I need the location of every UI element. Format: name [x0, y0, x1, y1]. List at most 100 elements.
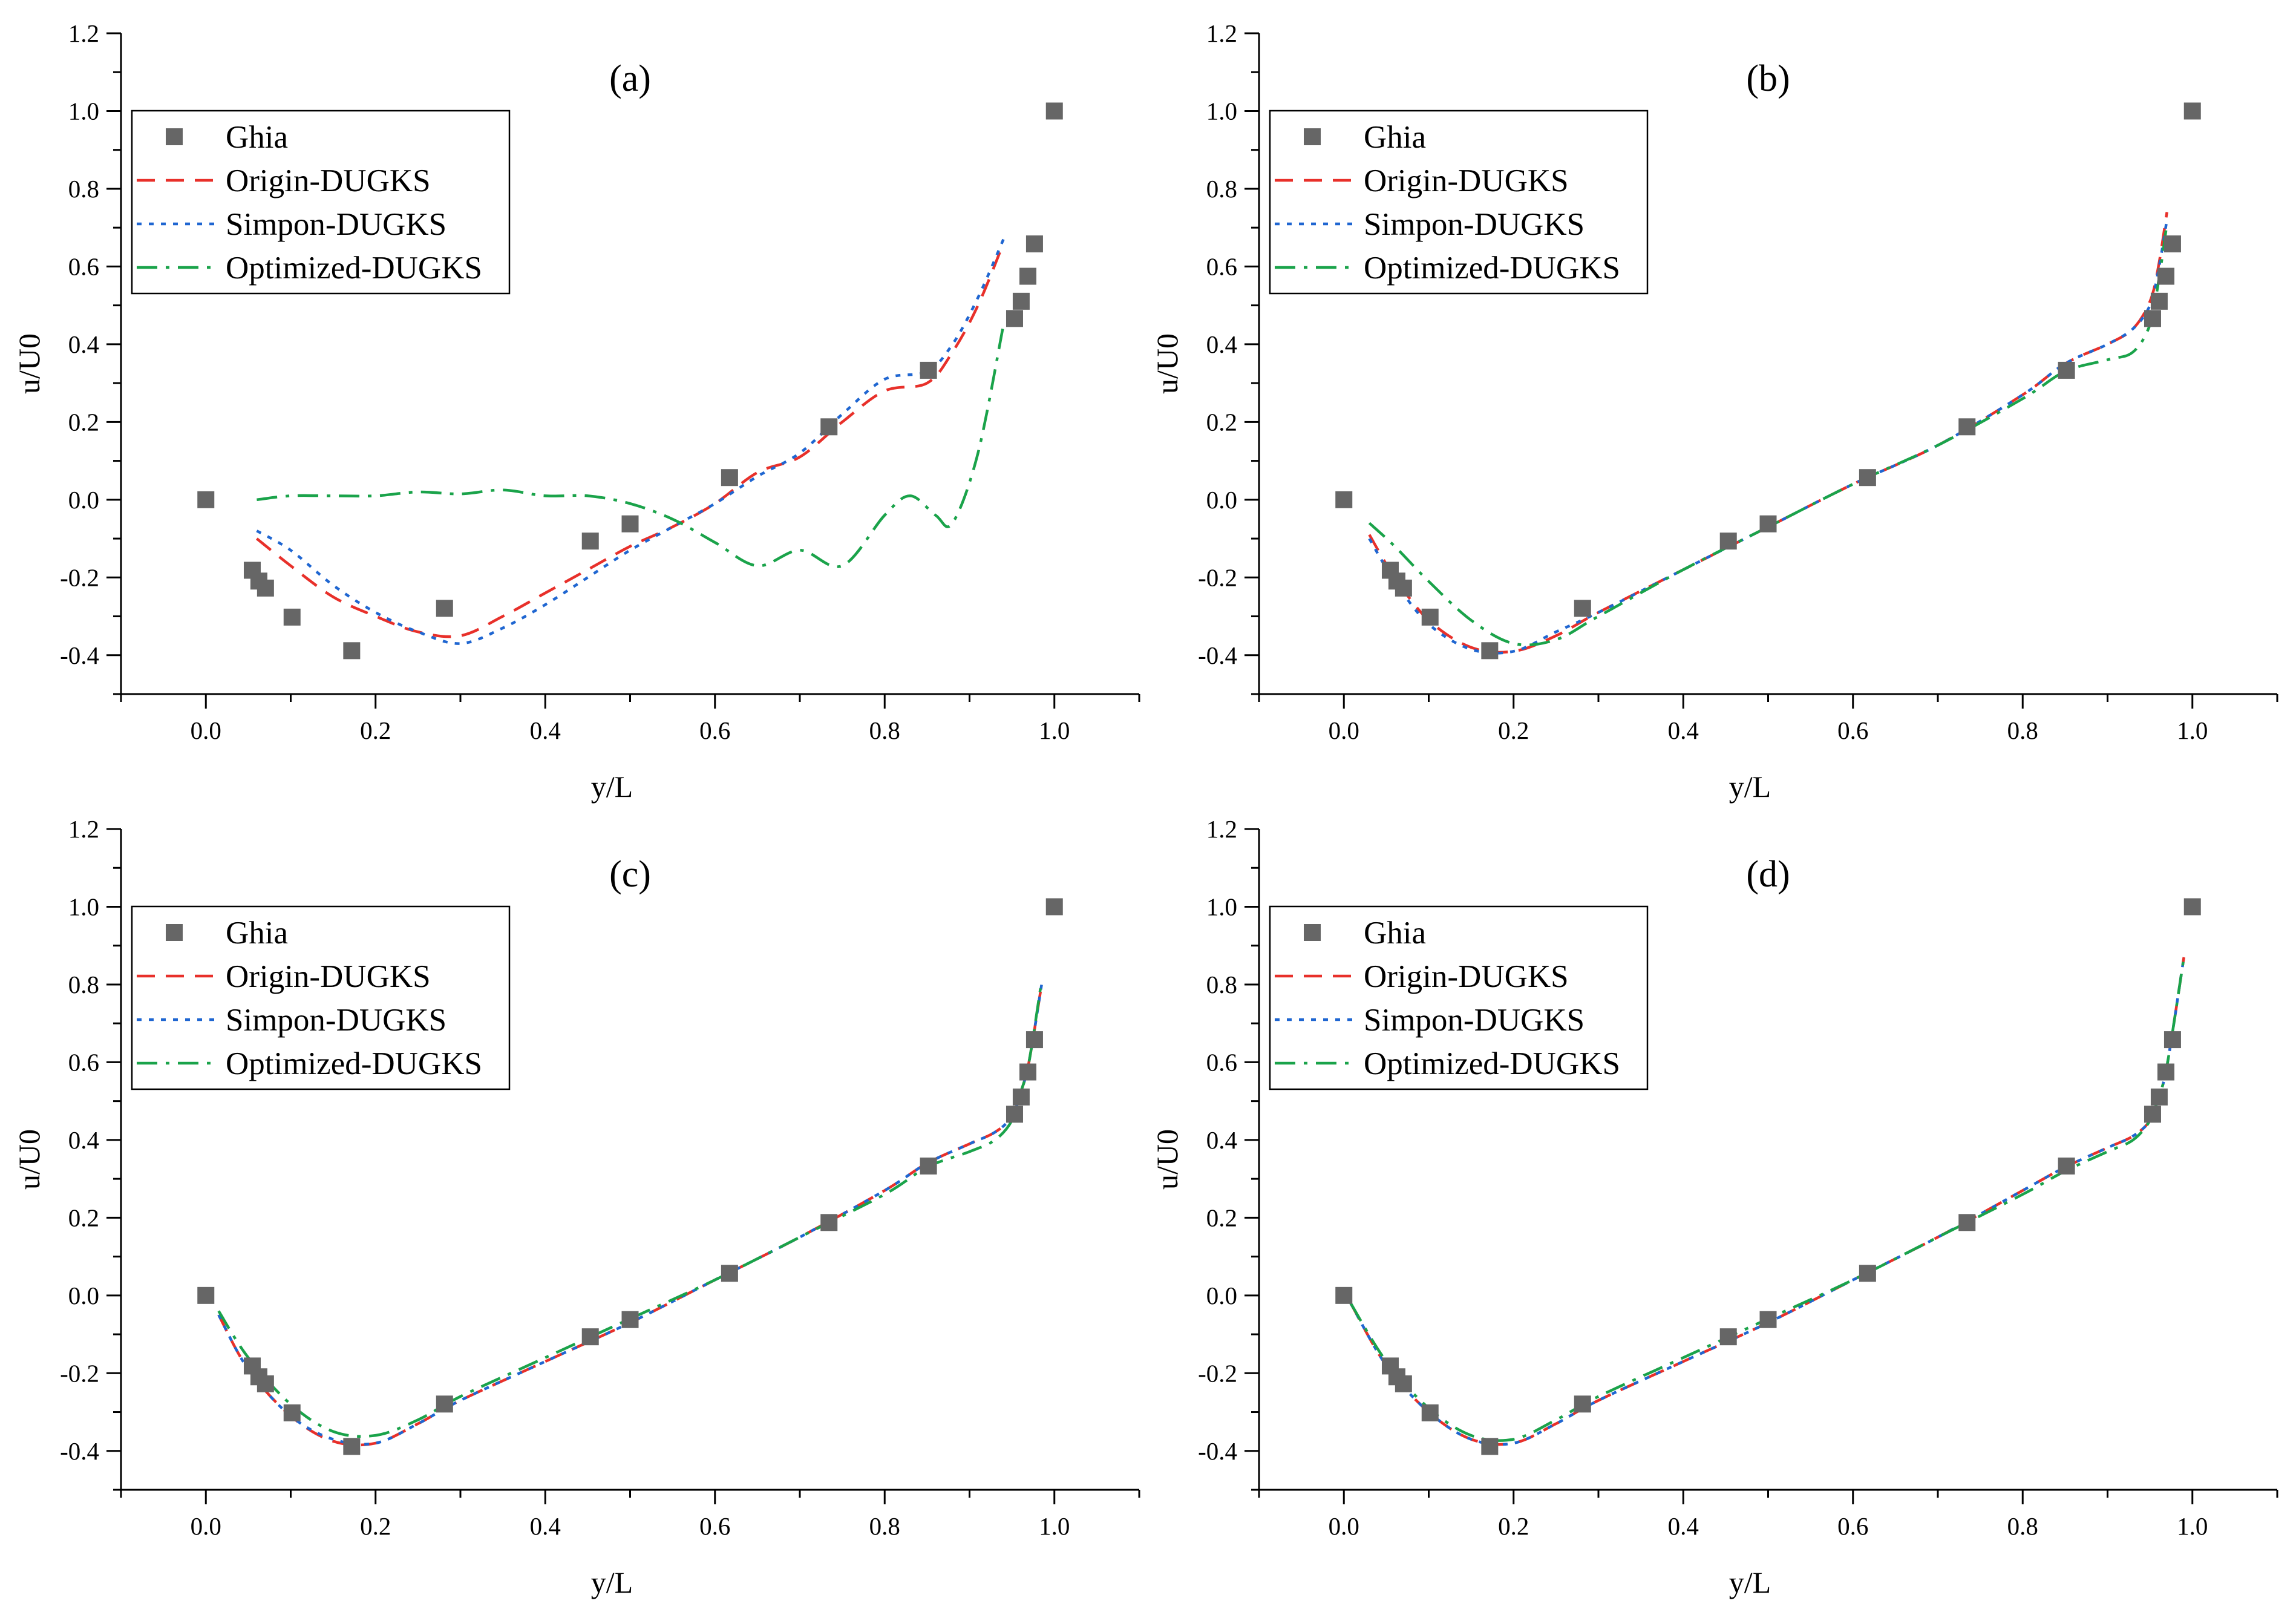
ghia-data-point — [2058, 361, 2075, 379]
legend-label-ghia: Ghia — [226, 916, 288, 951]
x-tick-label: 0.0 — [1329, 716, 1359, 744]
legend-label-optimized-dugks: Optimized-DUGKS — [1364, 1046, 1620, 1081]
ghia-data-point — [283, 1404, 301, 1421]
series-line-simpon-dugks — [256, 238, 1005, 645]
ghia-data-point — [1421, 1404, 1439, 1421]
legend: Ghia Origin-DUGKS Simpon-DUGKS Optimized-DU… — [131, 110, 511, 295]
ghia-data-point — [257, 579, 274, 597]
x-tick-label: 0.8 — [2007, 716, 2038, 744]
legend-marker-ghia — [1304, 128, 1321, 145]
ghia-data-point — [2144, 310, 2161, 327]
panel-b: 0.0 0.2 0.4 0.6 0.8 1.0 -0.4 -0.2 0.0 0.2 0.4 0.6 0.… — [1150, 19, 2278, 804]
legend: Ghia Origin-DUGKS Simpon-DUGKS Optimized-DU… — [1269, 110, 1649, 295]
ghia-data-point — [2144, 1106, 2161, 1123]
panel-d: 0.0 0.2 0.4 0.6 0.8 1.0 -0.4 -0.2 0.0 0.2 0.4 0.6 0.… — [1150, 815, 2278, 1599]
ghia-data-point — [581, 533, 599, 550]
ghia-data-point — [1335, 491, 1353, 508]
legend-label-simpon-dugks: Simpon-DUGKS — [1364, 207, 1585, 242]
legend: Ghia Origin-DUGKS Simpon-DUGKS Optimized-DU… — [1269, 905, 1649, 1090]
y-tick-label: -0.4 — [60, 641, 99, 669]
ghia-data-point — [1958, 418, 1976, 436]
x-tick-label: 1.0 — [1039, 716, 1070, 744]
panel-label: (a) — [609, 58, 651, 99]
ghia-data-point — [1421, 608, 1439, 626]
ghia-data-point — [1574, 1395, 1591, 1413]
legend-label-origin-dugks: Origin-DUGKS — [1364, 959, 1569, 994]
x-axis-title: y/L — [1729, 1565, 1771, 1599]
series-line-origin-dugks — [1368, 212, 2168, 654]
ghia-data-point — [1395, 1375, 1412, 1392]
panel-label: (d) — [1746, 854, 1790, 895]
legend-label-ghia: Ghia — [1364, 120, 1426, 155]
legend-marker-ghia — [166, 128, 183, 145]
ghia-data-point — [920, 361, 937, 379]
ghia-data-point — [1859, 469, 1876, 487]
y-tick-label: 0.0 — [1206, 486, 1237, 514]
ghia-data-point — [1019, 1063, 1036, 1081]
legend-marker-ghia — [166, 924, 183, 941]
legend-marker-ghia — [1304, 924, 1321, 941]
ghia-data-point — [1025, 235, 1043, 253]
ghia-data-point — [197, 491, 215, 508]
x-tick-label: 0.4 — [530, 1512, 561, 1540]
ghia-data-point — [343, 1438, 361, 1455]
y-tick-label: -0.4 — [60, 1437, 99, 1465]
y-tick-label: 0.0 — [68, 1282, 99, 1309]
y-tick-label: 1.2 — [1206, 19, 1237, 47]
ghia-data-point — [1574, 600, 1591, 617]
ghia-data-point — [1719, 1328, 1737, 1346]
ghia-data-point — [1335, 1286, 1353, 1304]
y-tick-label: 0.8 — [1206, 175, 1237, 203]
ghia-data-point — [1395, 579, 1412, 597]
legend-label-optimized-dugks: Optimized-DUGKS — [1364, 251, 1620, 286]
x-tick-label: 0.0 — [1329, 1512, 1359, 1540]
y-tick-label: 0.6 — [1206, 1048, 1237, 1076]
ghia-data-point — [1859, 1265, 1876, 1282]
ghia-data-point — [2150, 1088, 2168, 1106]
y-tick-label: 0.2 — [1206, 1204, 1237, 1231]
legend-label-ghia: Ghia — [1364, 916, 1426, 951]
x-tick-label: 0.2 — [1498, 716, 1529, 744]
ghia-data-point — [1006, 1106, 1023, 1123]
y-tick-label: 0.4 — [1206, 330, 1237, 358]
y-tick-label: 1.0 — [1206, 893, 1237, 920]
x-tick-label: 1.0 — [2177, 716, 2208, 744]
ghia-data-point — [1025, 1031, 1043, 1049]
ghia-data-point — [2157, 1063, 2174, 1081]
ghia-data-point — [1759, 1311, 1777, 1328]
ghia-data-point — [1019, 267, 1036, 285]
ghia-data-point — [436, 1395, 453, 1413]
legend-label-optimized-dugks: Optimized-DUGKS — [226, 251, 482, 286]
x-tick-label: 0.6 — [699, 1512, 730, 1540]
legend-box — [131, 905, 511, 1090]
y-tick-label: 0.4 — [1206, 1126, 1237, 1154]
x-tick-label: 1.0 — [1039, 1512, 1070, 1540]
y-tick-label: 0.6 — [68, 1048, 99, 1076]
legend-label-simpon-dugks: Simpon-DUGKS — [226, 1003, 446, 1038]
legend-label-origin-dugks: Origin-DUGKS — [226, 163, 431, 198]
ghia-data-point — [581, 1328, 599, 1346]
x-tick-label: 0.4 — [530, 716, 561, 744]
ghia-data-point — [1045, 898, 1063, 916]
ghia-data-point — [1012, 292, 1030, 310]
legend-label-optimized-dugks: Optimized-DUGKS — [226, 1046, 482, 1081]
y-tick-label: 0.8 — [68, 175, 99, 203]
y-tick-label: -0.2 — [60, 563, 99, 591]
legend-box — [131, 110, 511, 295]
ghia-data-point — [1481, 1438, 1499, 1455]
y-tick-label: 1.2 — [68, 815, 99, 843]
x-tick-label: 0.4 — [1668, 1512, 1699, 1540]
ghia-data-point — [820, 1214, 838, 1231]
x-tick-label: 0.8 — [869, 1512, 900, 1540]
ghia-data-point — [721, 469, 738, 487]
y-tick-label: 0.2 — [1206, 408, 1237, 436]
x-tick-label: 0.8 — [869, 716, 900, 744]
y-tick-label: 1.2 — [1206, 815, 1237, 843]
panel-c: 0.0 0.2 0.4 0.6 0.8 1.0 -0.4 -0.2 0.0 0.2 0.4 0.6 0.… — [12, 815, 1140, 1599]
ghia-data-point — [1006, 310, 1023, 327]
ghia-data-point — [436, 600, 453, 617]
panel-label: (c) — [609, 854, 651, 895]
ghia-data-point — [2157, 267, 2174, 285]
ghia-data-point — [343, 642, 361, 660]
